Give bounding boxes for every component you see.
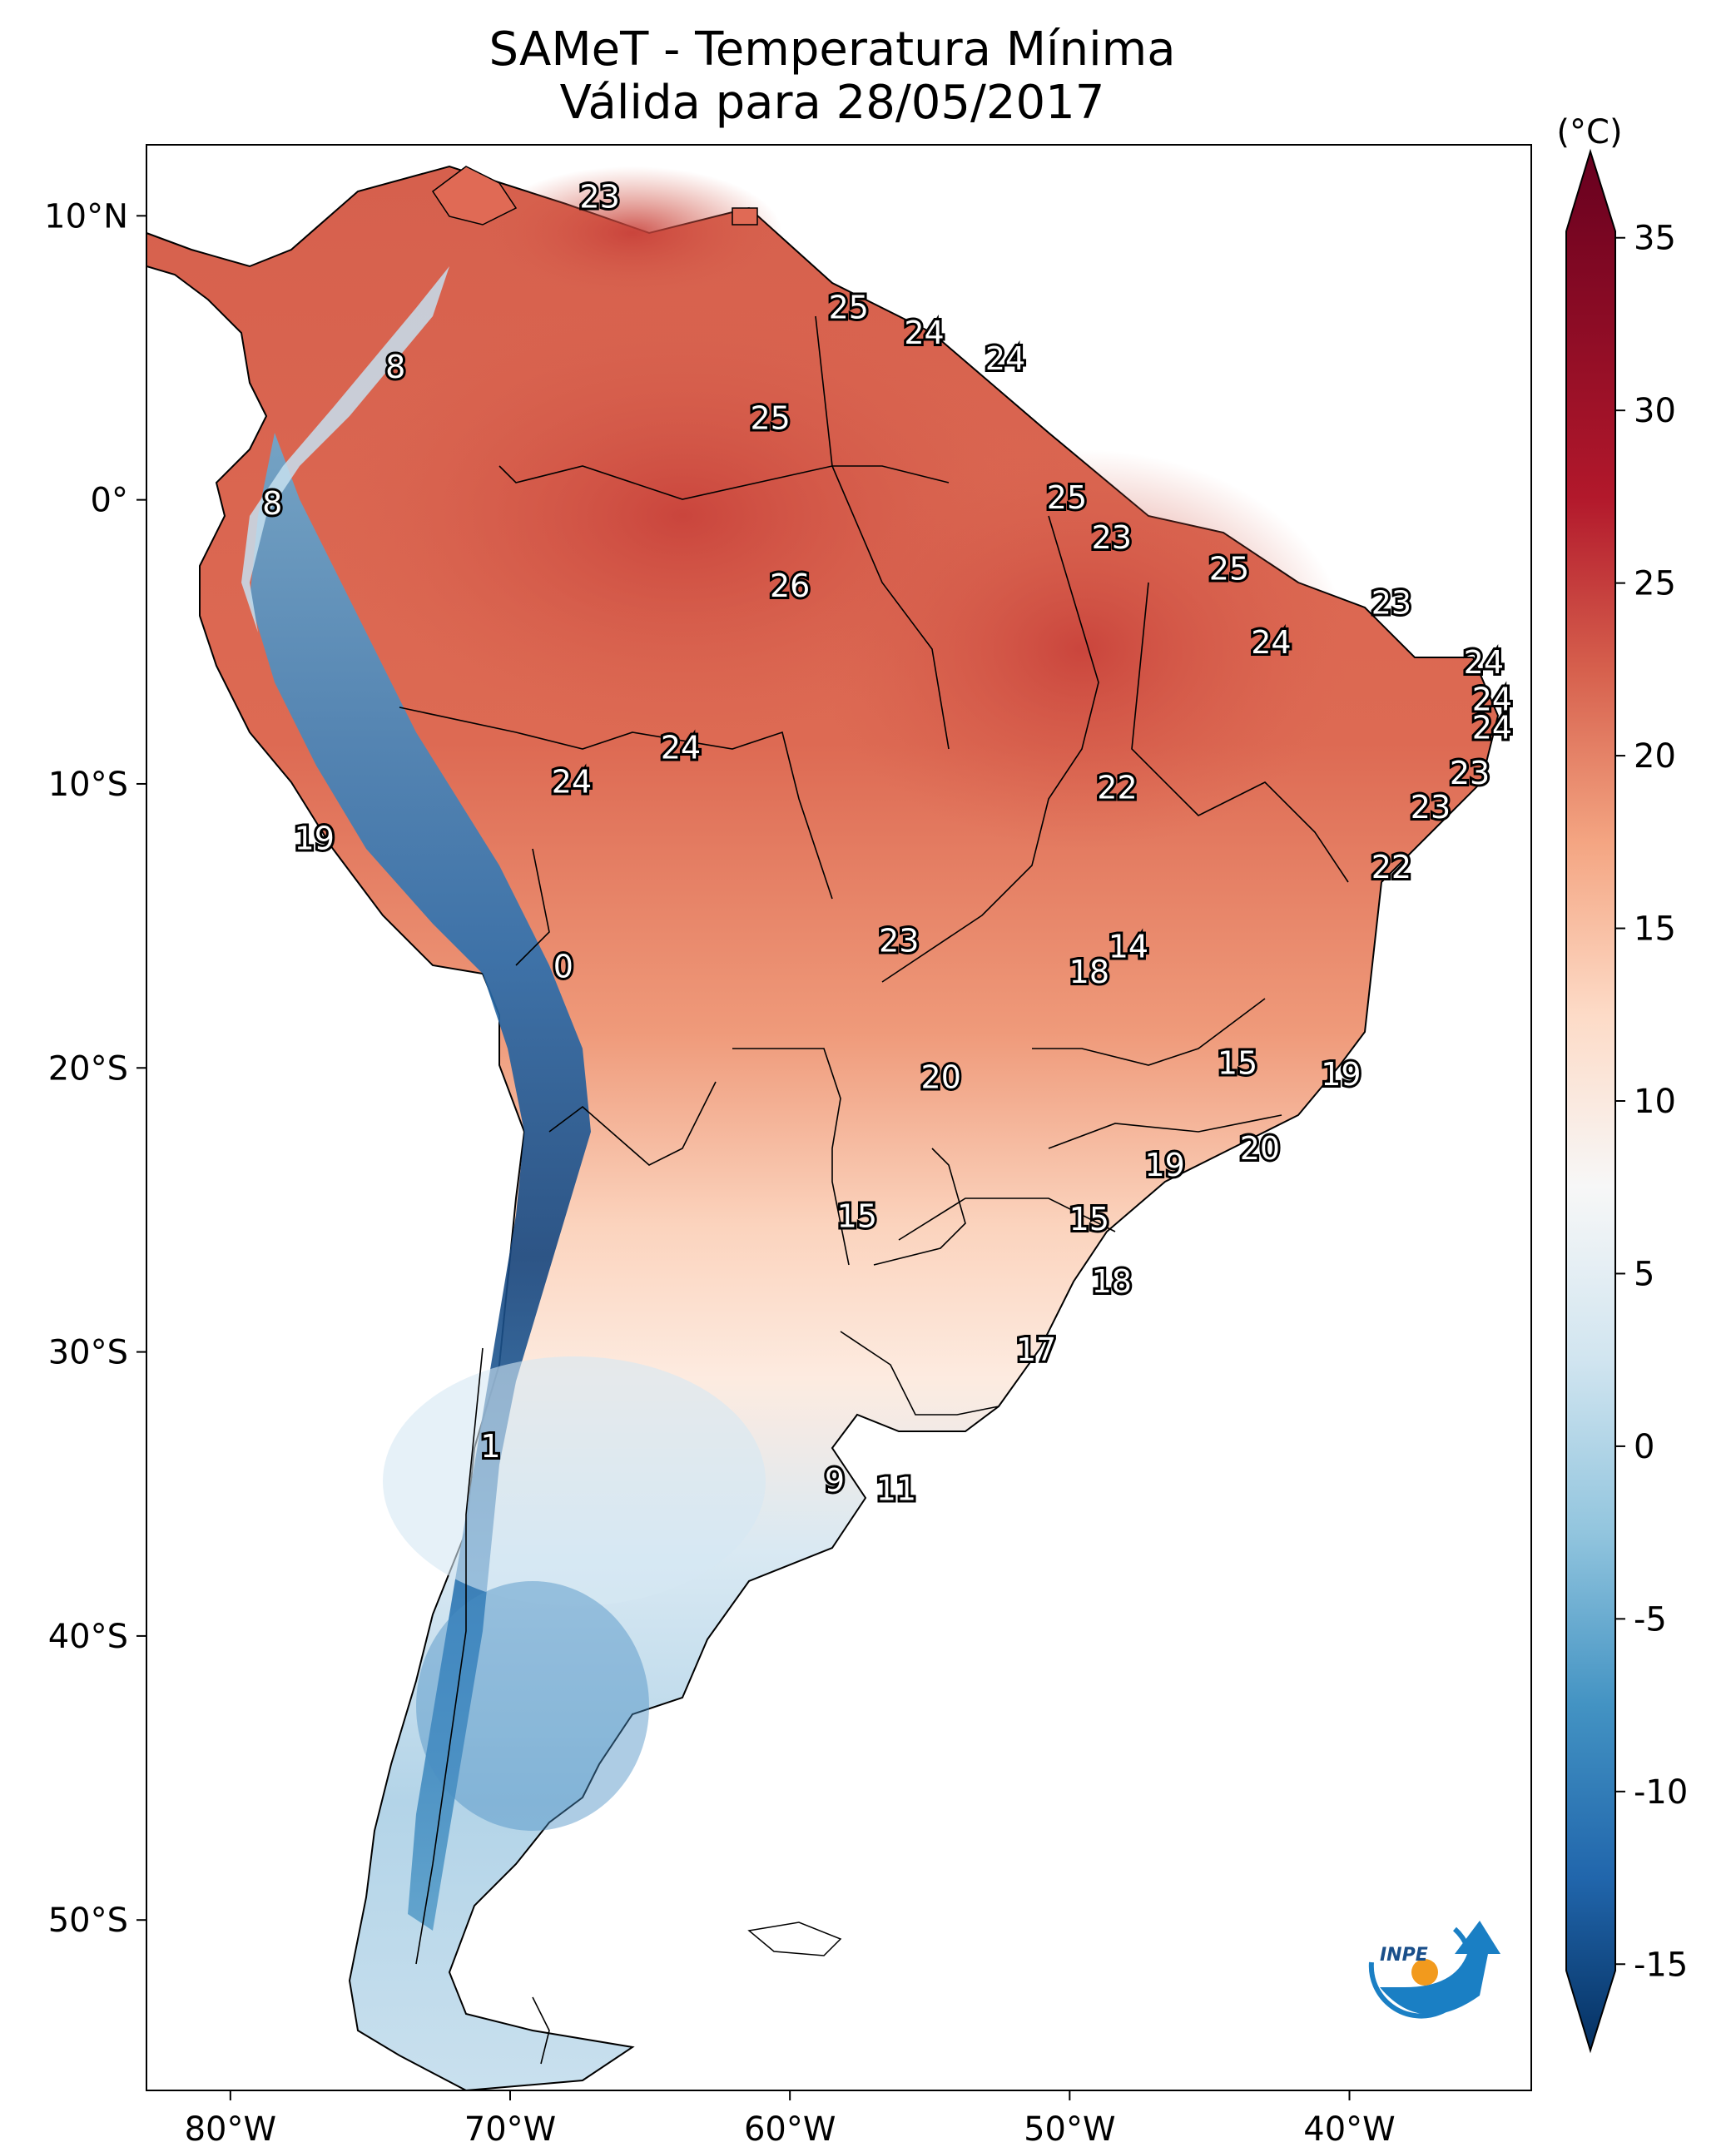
title-line-2: Válida para 28/05/2017 (559, 76, 1105, 130)
colorbar-tick-label: -10 (1634, 1773, 1688, 1812)
lon-tick-label: 40°W (1303, 2110, 1395, 2149)
station-value-label: 24 (1464, 644, 1504, 681)
station-value-label: 23 (1092, 519, 1132, 556)
lon-tick-label: 60°W (744, 2110, 836, 2149)
chart-title: SAMeT - Temperatura Mínima Válida para 2… (0, 23, 1664, 130)
colorbar-ticks: 35 30 25 20 15 10 5 0 -5 -10 -15 (1615, 220, 1688, 1984)
station-value-label: 19 (1144, 1147, 1184, 1183)
colorbar-tick-label: -15 (1634, 1946, 1688, 1984)
andes-cold-band (250, 433, 591, 1931)
lon-tick-label: 70°W (464, 2110, 556, 2149)
station-value-label: 15 (1218, 1044, 1257, 1081)
station-value-label: 14 (1109, 928, 1148, 964)
station-value-label: 24 (1472, 681, 1512, 717)
lat-tick-label: 0° (91, 482, 128, 520)
caribbean-coast (431, 166, 758, 226)
falkland-islands (747, 1921, 842, 1956)
station-value-label: 23 (1371, 584, 1411, 621)
station-value-label: 19 (1321, 1056, 1361, 1093)
colorbar-tick-label: 10 (1634, 1083, 1676, 1121)
station-value-label: 19 (295, 821, 335, 857)
station-value-label: 15 (1069, 1201, 1109, 1237)
station-value-label: 15 (837, 1198, 877, 1235)
station-value-label: 18 (1092, 1263, 1132, 1300)
station-value-label: 25 (829, 289, 869, 325)
station-value-label: 23 (579, 178, 619, 215)
station-value-label: 24 (904, 315, 944, 351)
colorbar-tick-label: -5 (1634, 1600, 1667, 1639)
colorbar-tick-label: 15 (1634, 910, 1676, 949)
longitude-axis: 80°W 70°W 60°W 50°W 40°W (185, 2090, 1396, 2149)
logo-text: INPE (1380, 1945, 1428, 1966)
station-value-label: 25 (750, 400, 790, 437)
lat-tick-label: 40°S (48, 1618, 128, 1656)
colorbar-unit: (°C) (1556, 113, 1622, 151)
station-value-label: 22 (1371, 849, 1411, 885)
lon-tick-label: 80°W (185, 2110, 276, 2149)
station-value-label: 24 (552, 763, 592, 800)
colorbar-tick-label: 25 (1634, 565, 1676, 603)
station-value-label: 17 (1016, 1331, 1056, 1368)
station-value-label: 1 (480, 1428, 500, 1465)
station-value-label: 20 (921, 1059, 961, 1095)
station-value-label: 25 (1047, 479, 1087, 516)
map-frame (146, 144, 1532, 2091)
station-value-label: 24 (661, 729, 701, 766)
colorbar-tick-label: 30 (1634, 392, 1676, 430)
latitude-axis: 10°N 0° 10°S 20°S 30°S 40°S 50°S (44, 197, 146, 1940)
map-area (146, 165, 1500, 2090)
colorbar-tick-label: 5 (1634, 1255, 1654, 1293)
station-value-label: 24 (1251, 624, 1291, 661)
colorbar-body (1565, 148, 1616, 2054)
station-value-label: 23 (879, 923, 919, 959)
station-value-label: 24 (1472, 710, 1512, 746)
lat-tick-label: 10°S (48, 766, 128, 804)
lat-tick-label: 30°S (48, 1334, 128, 1372)
colorbar-tick-label: 20 (1634, 737, 1676, 776)
colorbar: 35 30 25 20 15 10 5 0 -5 -10 -15 (°C) (1556, 113, 1688, 2054)
station-value-label: 11 (876, 1470, 916, 1507)
station-value-label: 0 (553, 948, 573, 984)
station-value-label: 18 (1069, 954, 1109, 990)
station-value-label: 23 (1411, 789, 1451, 826)
colombia-cold-band (241, 266, 449, 632)
station-value-label: 20 (1240, 1130, 1280, 1167)
colorbar-tick-label: 35 (1634, 220, 1676, 258)
station-value-label: 22 (1097, 769, 1137, 806)
station-value-label: 9 (825, 1462, 845, 1499)
station-value-label: 8 (262, 485, 282, 522)
station-value-label: 23 (1450, 755, 1490, 791)
station-value-label: 25 (1209, 550, 1249, 587)
country-borders (399, 315, 1349, 2065)
station-value-label: 24 (985, 340, 1025, 377)
station-value-label: 26 (770, 568, 810, 604)
station-value-label: 8 (385, 349, 405, 385)
colorbar-tick-label: 0 (1634, 1428, 1654, 1466)
title-line-1: SAMeT - Temperatura Mínima (489, 22, 1176, 77)
lon-tick-label: 50°W (1024, 2110, 1115, 2149)
inpe-logo: INPE (1368, 1921, 1500, 2019)
lat-tick-label: 10°N (44, 197, 128, 236)
lat-tick-label: 20°S (48, 1049, 128, 1088)
lat-tick-label: 50°S (48, 1902, 128, 1940)
